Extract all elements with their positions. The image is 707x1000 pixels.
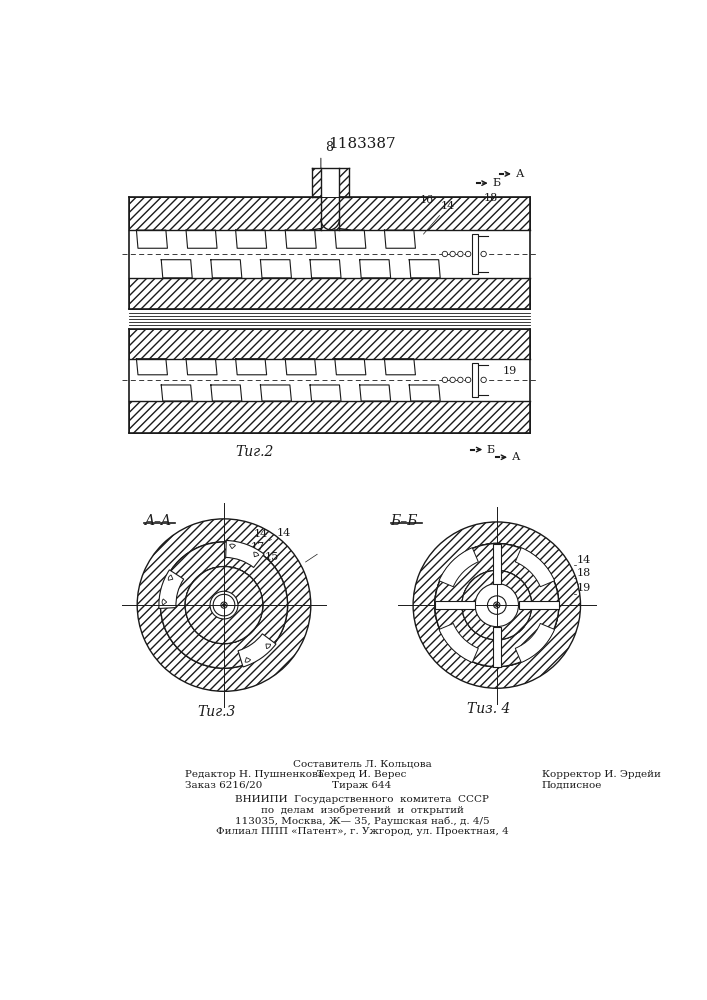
Text: Подписное: Подписное bbox=[542, 781, 602, 790]
Circle shape bbox=[473, 251, 479, 257]
Polygon shape bbox=[493, 544, 501, 584]
Text: 113035, Москва, Ж— 35, Раушская наб., д. 4/5: 113035, Москва, Ж— 35, Раушская наб., д.… bbox=[235, 816, 489, 826]
Wedge shape bbox=[168, 575, 173, 580]
Text: 14: 14 bbox=[269, 528, 291, 541]
Text: 16: 16 bbox=[420, 195, 434, 205]
Circle shape bbox=[213, 594, 235, 616]
Circle shape bbox=[450, 377, 455, 383]
Bar bbox=[321, 168, 339, 197]
Circle shape bbox=[473, 377, 479, 383]
Bar bbox=[129, 329, 530, 359]
Text: Составитель Л. Кольцова: Составитель Л. Кольцова bbox=[293, 759, 431, 768]
Circle shape bbox=[185, 567, 263, 644]
Wedge shape bbox=[439, 548, 479, 587]
Bar bbox=[339, 168, 349, 197]
Wedge shape bbox=[162, 599, 167, 605]
Polygon shape bbox=[435, 601, 475, 609]
Wedge shape bbox=[439, 623, 479, 663]
Circle shape bbox=[435, 544, 559, 667]
Bar bbox=[129, 278, 530, 309]
Circle shape bbox=[495, 604, 498, 607]
Circle shape bbox=[488, 596, 506, 614]
Text: Корректор И. Эрдейи: Корректор И. Эрдейи bbox=[542, 770, 660, 779]
Text: А: А bbox=[512, 452, 520, 462]
Text: 1183387: 1183387 bbox=[328, 137, 396, 151]
Circle shape bbox=[465, 377, 471, 383]
Circle shape bbox=[450, 251, 455, 257]
Polygon shape bbox=[493, 627, 501, 667]
Wedge shape bbox=[254, 552, 259, 557]
Text: 17: 17 bbox=[251, 542, 265, 552]
Text: Τиз. 4: Τиз. 4 bbox=[467, 702, 510, 716]
Bar bbox=[129, 401, 530, 433]
Text: 18: 18 bbox=[577, 568, 591, 578]
Bar bbox=[472, 234, 478, 274]
Text: Редактор Н. Пушненкова: Редактор Н. Пушненкова bbox=[185, 770, 325, 779]
Bar bbox=[129, 197, 530, 230]
Text: A–A: A–A bbox=[144, 514, 171, 528]
Text: Б: Б bbox=[486, 445, 495, 455]
Text: Тираж 644: Тираж 644 bbox=[332, 781, 392, 790]
Wedge shape bbox=[159, 570, 184, 608]
Circle shape bbox=[221, 602, 227, 608]
Bar bbox=[129, 230, 530, 278]
Text: по  делам  изобретений  и  открытий: по делам изобретений и открытий bbox=[260, 805, 463, 815]
Circle shape bbox=[457, 251, 463, 257]
Text: ВНИИПИ  Государственного  комитета  СССР: ВНИИПИ Государственного комитета СССР bbox=[235, 795, 489, 804]
Circle shape bbox=[457, 377, 463, 383]
Circle shape bbox=[223, 604, 226, 607]
Text: Τиг.3: Τиг.3 bbox=[197, 705, 235, 719]
Text: Заказ 6216/20: Заказ 6216/20 bbox=[185, 781, 262, 790]
Text: Б: Б bbox=[492, 178, 501, 188]
Circle shape bbox=[481, 377, 486, 383]
Wedge shape bbox=[245, 658, 250, 662]
Text: Τиг.2: Τиг.2 bbox=[236, 445, 274, 459]
Text: Техред И. Верес: Техред И. Верес bbox=[317, 770, 407, 779]
Circle shape bbox=[481, 251, 486, 257]
Wedge shape bbox=[515, 548, 554, 587]
Text: 15: 15 bbox=[264, 552, 279, 562]
Wedge shape bbox=[230, 544, 235, 549]
Bar bbox=[312, 168, 321, 197]
Wedge shape bbox=[515, 623, 554, 663]
Text: 14: 14 bbox=[423, 201, 455, 234]
Circle shape bbox=[462, 570, 532, 640]
Text: 14: 14 bbox=[253, 529, 268, 539]
Text: 8: 8 bbox=[325, 141, 332, 154]
Wedge shape bbox=[226, 540, 264, 567]
Text: Филиал ППП «Патент», г. Ужгород, ул. Проектная, 4: Филиал ППП «Патент», г. Ужгород, ул. Про… bbox=[216, 827, 508, 836]
Text: 19: 19 bbox=[577, 583, 591, 593]
Circle shape bbox=[493, 602, 500, 608]
Bar bbox=[472, 363, 478, 397]
Wedge shape bbox=[238, 634, 276, 667]
Text: А: А bbox=[515, 169, 524, 179]
Circle shape bbox=[442, 251, 448, 257]
Text: 14: 14 bbox=[577, 555, 591, 565]
Text: Б–Б: Б–Б bbox=[391, 514, 418, 528]
Text: 19: 19 bbox=[503, 366, 518, 376]
Polygon shape bbox=[518, 601, 559, 609]
Circle shape bbox=[465, 251, 471, 257]
Wedge shape bbox=[266, 644, 271, 649]
Text: 18: 18 bbox=[484, 193, 498, 203]
Circle shape bbox=[442, 377, 448, 383]
Bar bbox=[129, 359, 530, 401]
